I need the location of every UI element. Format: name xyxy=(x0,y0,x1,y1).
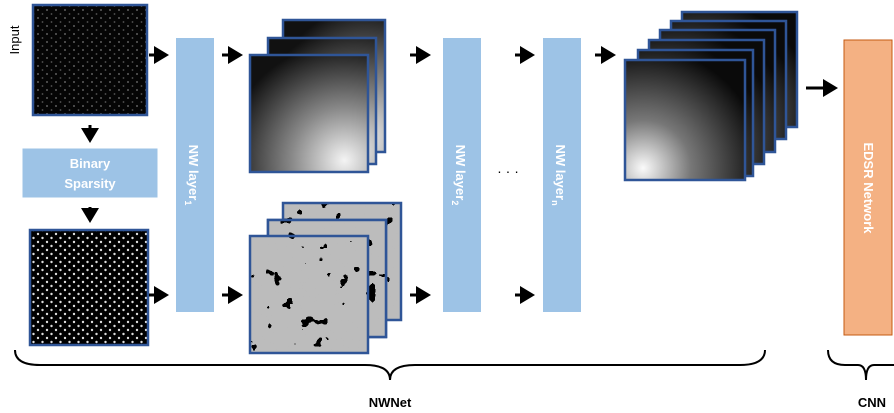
group-label: CNN xyxy=(858,395,886,410)
brace xyxy=(828,350,894,380)
feature-map xyxy=(250,55,368,172)
layer-text: NW layer xyxy=(553,144,568,200)
layer-subscript: 2 xyxy=(450,200,460,205)
ellipsis: · · · xyxy=(497,163,519,179)
sparsity-label: Sparsity xyxy=(64,176,116,191)
input-image xyxy=(33,5,147,115)
diagram: Input Binary Sparsity NW layer1 NW layer… xyxy=(0,0,894,413)
input-label: Input xyxy=(7,25,22,54)
group-label: NWNet xyxy=(369,395,412,410)
sparse-image xyxy=(30,230,148,345)
cnn-label: EDSR Network xyxy=(861,142,876,234)
brace xyxy=(15,350,765,380)
layer-text: NW layer xyxy=(186,145,201,201)
layer-text: NW layer xyxy=(453,145,468,201)
sparsity-label: Binary xyxy=(70,156,111,171)
output-map xyxy=(625,60,745,180)
layer-subscript: 1 xyxy=(183,200,193,205)
layer-subscript: n xyxy=(550,200,560,206)
weight-map xyxy=(250,236,368,353)
